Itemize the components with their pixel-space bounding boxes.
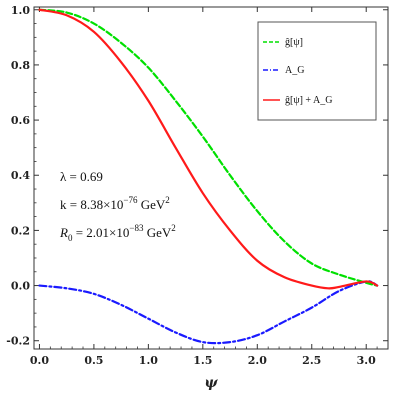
x-tick-label: 1.5	[193, 354, 212, 367]
annotation-block: λ = 0.69 k = 8.38×10−76 GeV2 R0 = 2.01×1…	[59, 169, 176, 243]
legend-label-ag: A_G	[285, 65, 304, 76]
x-tick-label: 0.0	[30, 354, 49, 367]
annotation-lambda: λ = 0.69	[60, 169, 103, 184]
y-tick-label: 0.2	[11, 224, 30, 237]
legend-box	[257, 21, 377, 121]
x-tick-label: 2.5	[302, 354, 321, 367]
x-tick-label: 3.0	[357, 354, 376, 367]
x-tick-label: 0.5	[84, 354, 103, 367]
legend: ĝ[ψ] A_G ĝ[ψ] + A_G	[257, 21, 377, 121]
annotation-k: k = 8.38×10−76 GeV2	[60, 195, 170, 212]
legend-label-sum: ĝ[ψ] + A_G	[285, 95, 332, 106]
y-tick-label: 1.0	[11, 4, 30, 17]
plot-frame	[33, 6, 389, 350]
x-tick-label: 1.0	[139, 354, 158, 367]
series-ag-line	[38, 280, 379, 345]
y-tick-label: 0.0	[11, 280, 30, 293]
annotation-r0: R0 = 2.01×10−83 GeV2	[59, 223, 176, 243]
y-tick-label: -0.2	[6, 335, 30, 348]
series-g-line	[38, 8, 379, 287]
series-sum-line	[38, 8, 379, 290]
y-tick-label: 0.4	[11, 169, 30, 182]
y-tick-label: 0.8	[11, 59, 30, 72]
x-tick-label: 2.0	[248, 354, 267, 367]
x-axis-title: ψ	[204, 375, 218, 391]
y-tick-label: 0.6	[11, 114, 30, 127]
legend-label-g: ĝ[ψ]	[285, 37, 303, 48]
